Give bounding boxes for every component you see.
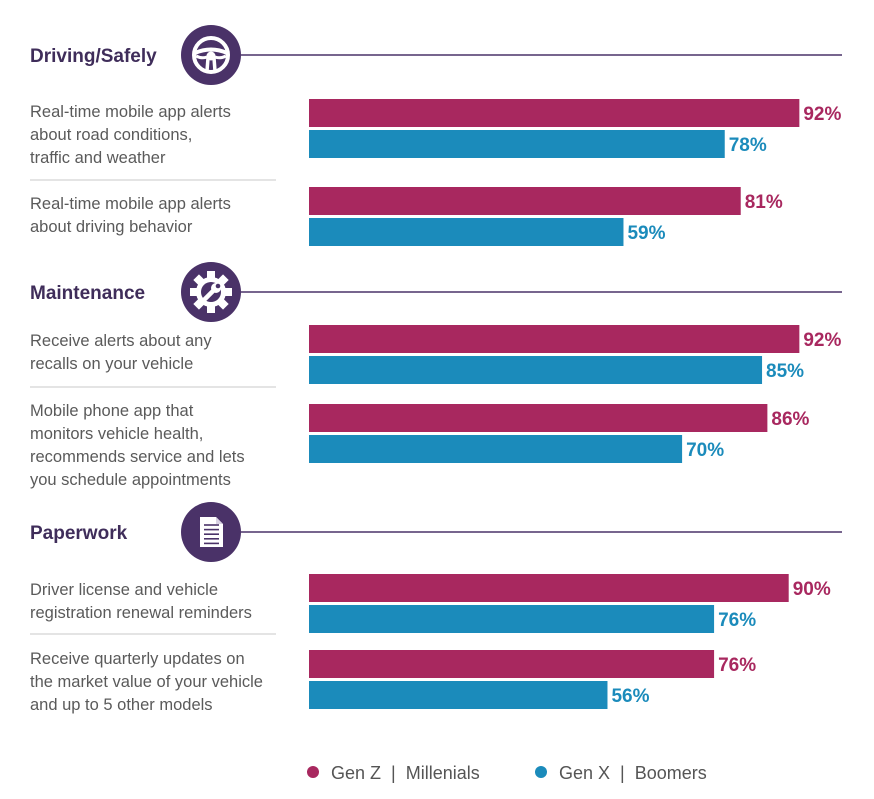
value-label: 76% <box>718 655 756 676</box>
bar-gen-z-millenials <box>309 650 715 678</box>
bar-gen-z-millenials <box>309 404 768 432</box>
value-label: 78% <box>729 135 767 156</box>
bar-gen-z-millenials <box>309 574 789 602</box>
value-label: 92% <box>803 330 841 351</box>
bar-gen-z-millenials <box>309 99 800 127</box>
item-label: Receive alerts about any recalls on your … <box>30 332 212 373</box>
item-label: Mobile phone app that monitors vehicle he… <box>30 402 245 489</box>
value-label: 76% <box>718 610 756 631</box>
bar-gen-x-boomers <box>309 435 683 463</box>
value-label: 86% <box>771 409 809 430</box>
value-label: 85% <box>766 361 804 382</box>
bar-gen-x-boomers <box>309 681 608 709</box>
section-2: Maintenance Receive alerts about any recal… <box>30 262 842 489</box>
bar-gen-x-boomers <box>309 218 624 246</box>
bar-gen-x-boomers <box>309 130 725 158</box>
value-label: 81% <box>745 192 783 213</box>
section-1: Driving/Safely Real-time mobile app alert… <box>30 25 842 246</box>
bar-gen-z-millenials <box>309 187 741 215</box>
value-label: 56% <box>611 686 649 707</box>
section-title: Paperwork <box>30 523 128 544</box>
section-title: Driving/Safely <box>30 46 157 67</box>
value-label: 59% <box>627 223 665 244</box>
item-label: Real-time mobile app alerts about road co… <box>30 103 231 167</box>
section-3: Paperwork Driver license and vehicle regis… <box>30 502 842 714</box>
steering-wheel-icon <box>181 25 241 85</box>
legend-label: Gen Z | Millenials <box>331 763 480 783</box>
value-label: 90% <box>793 579 831 600</box>
value-label: 70% <box>686 440 724 461</box>
legend-marker <box>307 766 319 778</box>
item-label: Real-time mobile app alerts about driving… <box>30 195 231 236</box>
item-label: Driver license and vehicle registration r… <box>30 581 252 622</box>
section-title: Maintenance <box>30 283 145 304</box>
value-label: 92% <box>803 104 841 125</box>
bar-gen-z-millenials <box>309 325 800 353</box>
bar-gen-x-boomers <box>309 605 715 633</box>
legend: Gen Z | Millenials Gen X | Boomers <box>307 763 707 783</box>
item-label: Receive quarterly updates on the market v… <box>30 650 263 714</box>
legend-label: Gen X | Boomers <box>559 763 707 783</box>
gear-wrench-icon <box>181 262 241 322</box>
bar-gen-x-boomers <box>309 356 763 384</box>
document-icon <box>181 502 241 562</box>
legend-marker <box>535 766 547 778</box>
